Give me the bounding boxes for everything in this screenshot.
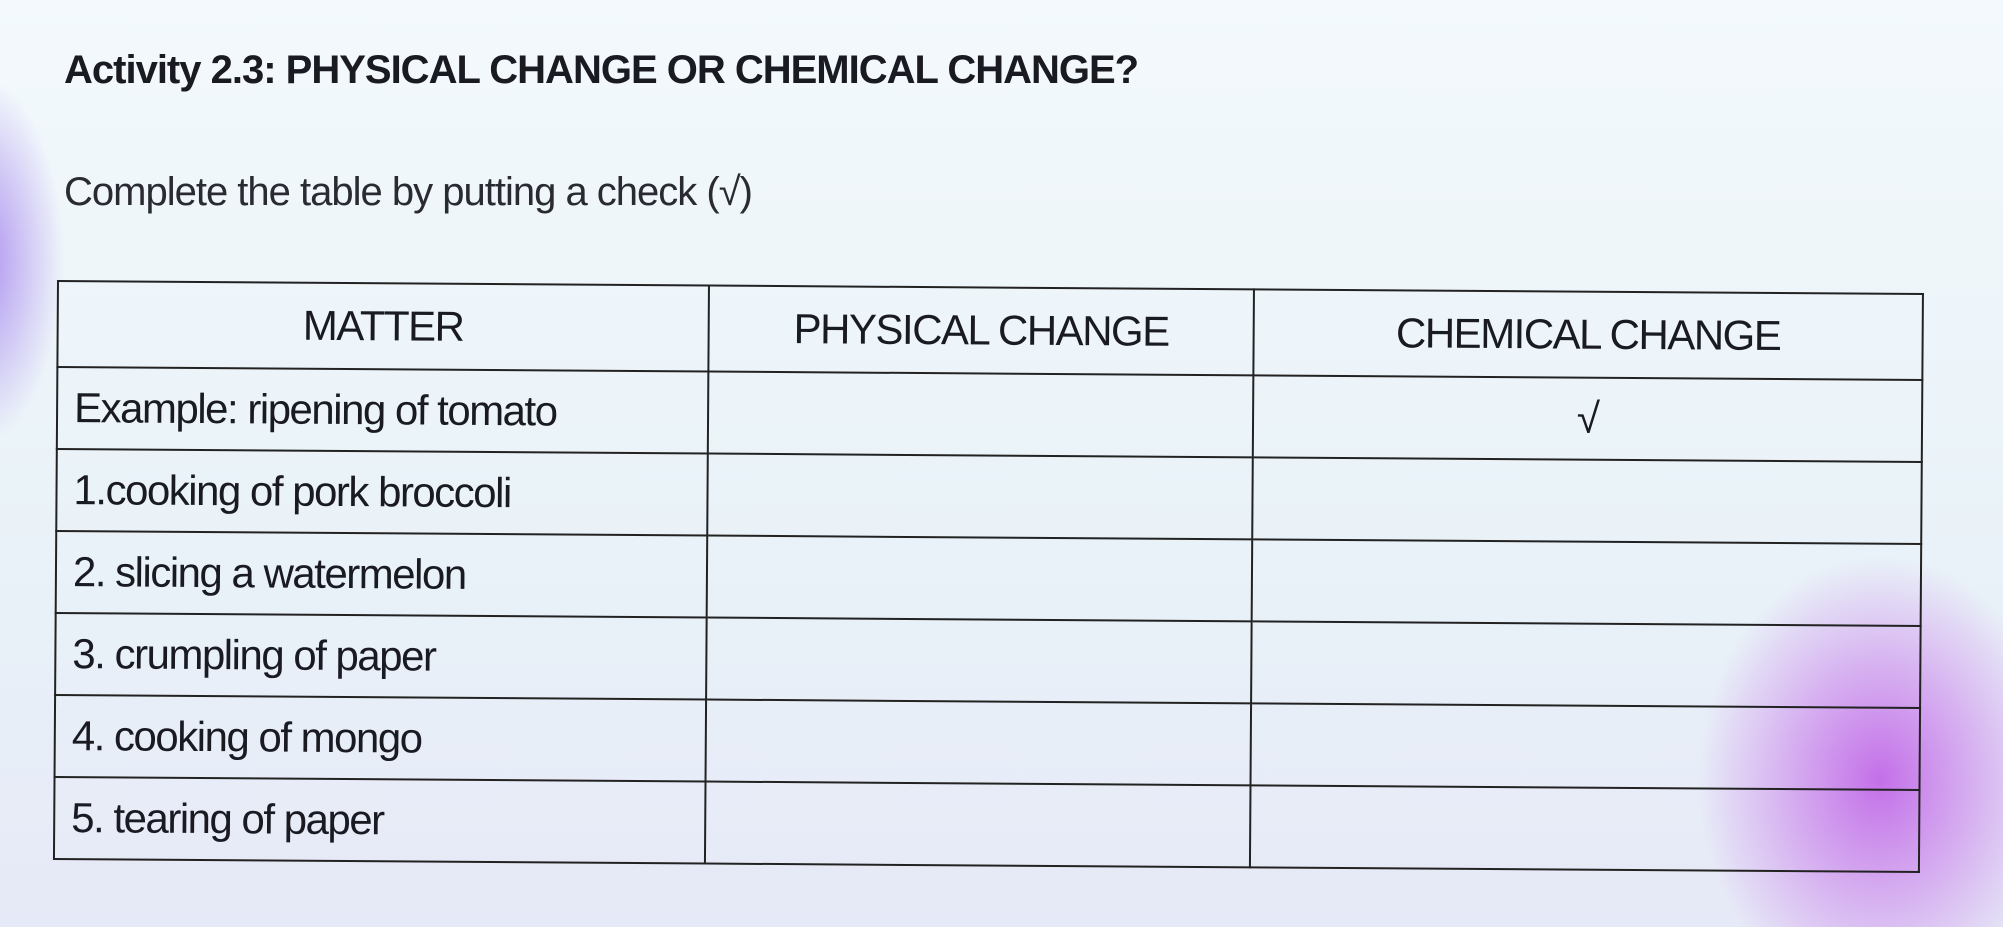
- chemical-cell: [1250, 703, 1921, 791]
- header-row: MATTER PHYSICAL CHANGE CHEMICAL CHANGE: [57, 281, 1923, 381]
- worksheet-table: MATTER PHYSICAL CHANGE CHEMICAL CHANGE E…: [53, 280, 1924, 873]
- physical-cell: [707, 453, 1253, 540]
- table-row: 5. tearing of paper: [53, 776, 1920, 873]
- table-row: 3. crumpling of paper: [55, 612, 1921, 709]
- table-row: 1.cooking of pork broccoli: [56, 449, 1922, 545]
- table-row: Example: ripening of tomato √: [56, 367, 1923, 463]
- column-header: PHYSICAL CHANGE: [708, 285, 1254, 376]
- check-cell: √: [1252, 375, 1923, 463]
- instruction: Complete the table by putting a check (√…: [64, 170, 753, 214]
- column-header: CHEMICAL CHANGE: [1253, 289, 1923, 381]
- matter-cell: 3. crumpling of paper: [55, 612, 707, 700]
- physical-cell: [707, 371, 1254, 458]
- table-row: 4. cooking of mongo: [54, 694, 1921, 791]
- physical-cell: [704, 781, 1251, 868]
- matter-cell: 5. tearing of paper: [53, 776, 706, 864]
- physical-cell: [705, 699, 1252, 786]
- physical-cell: [706, 617, 1252, 704]
- column-header: MATTER: [57, 281, 709, 372]
- activity-title: Activity 2.3: PHYSICAL CHANGE OR CHEMICA…: [64, 48, 1139, 92]
- matter-cell: 4. cooking of mongo: [54, 694, 707, 782]
- matter-cell: 1.cooking of pork broccoli: [56, 449, 708, 536]
- table-row: 2. slicing a watermelon: [55, 531, 1922, 627]
- matter-cell: 2. slicing a watermelon: [55, 531, 708, 618]
- chemical-cell: [1251, 621, 1921, 709]
- physical-cell: [706, 535, 1253, 622]
- chemical-cell: [1249, 785, 1920, 873]
- matter-cell: Example: ripening of tomato: [56, 367, 709, 454]
- chemical-cell: [1251, 539, 1922, 627]
- chemical-cell: [1252, 457, 1922, 545]
